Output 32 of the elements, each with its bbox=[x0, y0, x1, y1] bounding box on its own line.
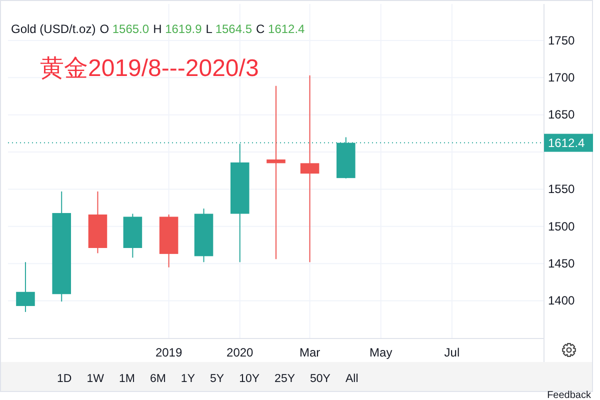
candlestick bbox=[16, 262, 35, 312]
ref-line-label: 1612.4 bbox=[548, 136, 586, 150]
annotation: H 1619.9 bbox=[153, 22, 202, 36]
candlestick bbox=[266, 85, 286, 260]
text: All bbox=[345, 373, 358, 385]
text: 1M bbox=[118, 373, 135, 385]
text: 10Y bbox=[239, 373, 260, 385]
x-tick-label: 2019 bbox=[155, 346, 182, 360]
annotation: L 1564.5 bbox=[206, 22, 252, 36]
annotation: C 1612.4 bbox=[256, 22, 306, 36]
y-tick-label: 1700 bbox=[548, 70, 576, 84]
text: 1Y bbox=[180, 373, 196, 385]
x-tick-label: Jul bbox=[444, 346, 460, 360]
text: 50Y bbox=[310, 373, 331, 385]
x-tick-label: 2020 bbox=[226, 346, 254, 360]
y-tick-label: 1650 bbox=[548, 108, 576, 122]
text: 5Y bbox=[210, 373, 224, 385]
text: Gold (USD/t.oz) bbox=[11, 22, 96, 36]
y-tick-label: 1400 bbox=[548, 294, 576, 308]
y-tick-label: 1750 bbox=[548, 33, 576, 48]
x-tick-label: Mar bbox=[299, 346, 320, 360]
text: 1D bbox=[57, 373, 72, 385]
y-tick-label: 1550 bbox=[548, 182, 576, 196]
y-tick-label: 1500 bbox=[548, 219, 576, 234]
text: 6M bbox=[150, 373, 166, 385]
annotation: O 1565.0 bbox=[100, 22, 150, 36]
text: Feedback bbox=[547, 390, 592, 400]
x-tick-label: May bbox=[370, 346, 392, 360]
text: 黄金2019/8---2020/3 bbox=[40, 55, 259, 82]
text: 25Y bbox=[274, 373, 296, 385]
text: 1W bbox=[86, 373, 104, 385]
y-tick-label: 1450 bbox=[548, 256, 576, 270]
